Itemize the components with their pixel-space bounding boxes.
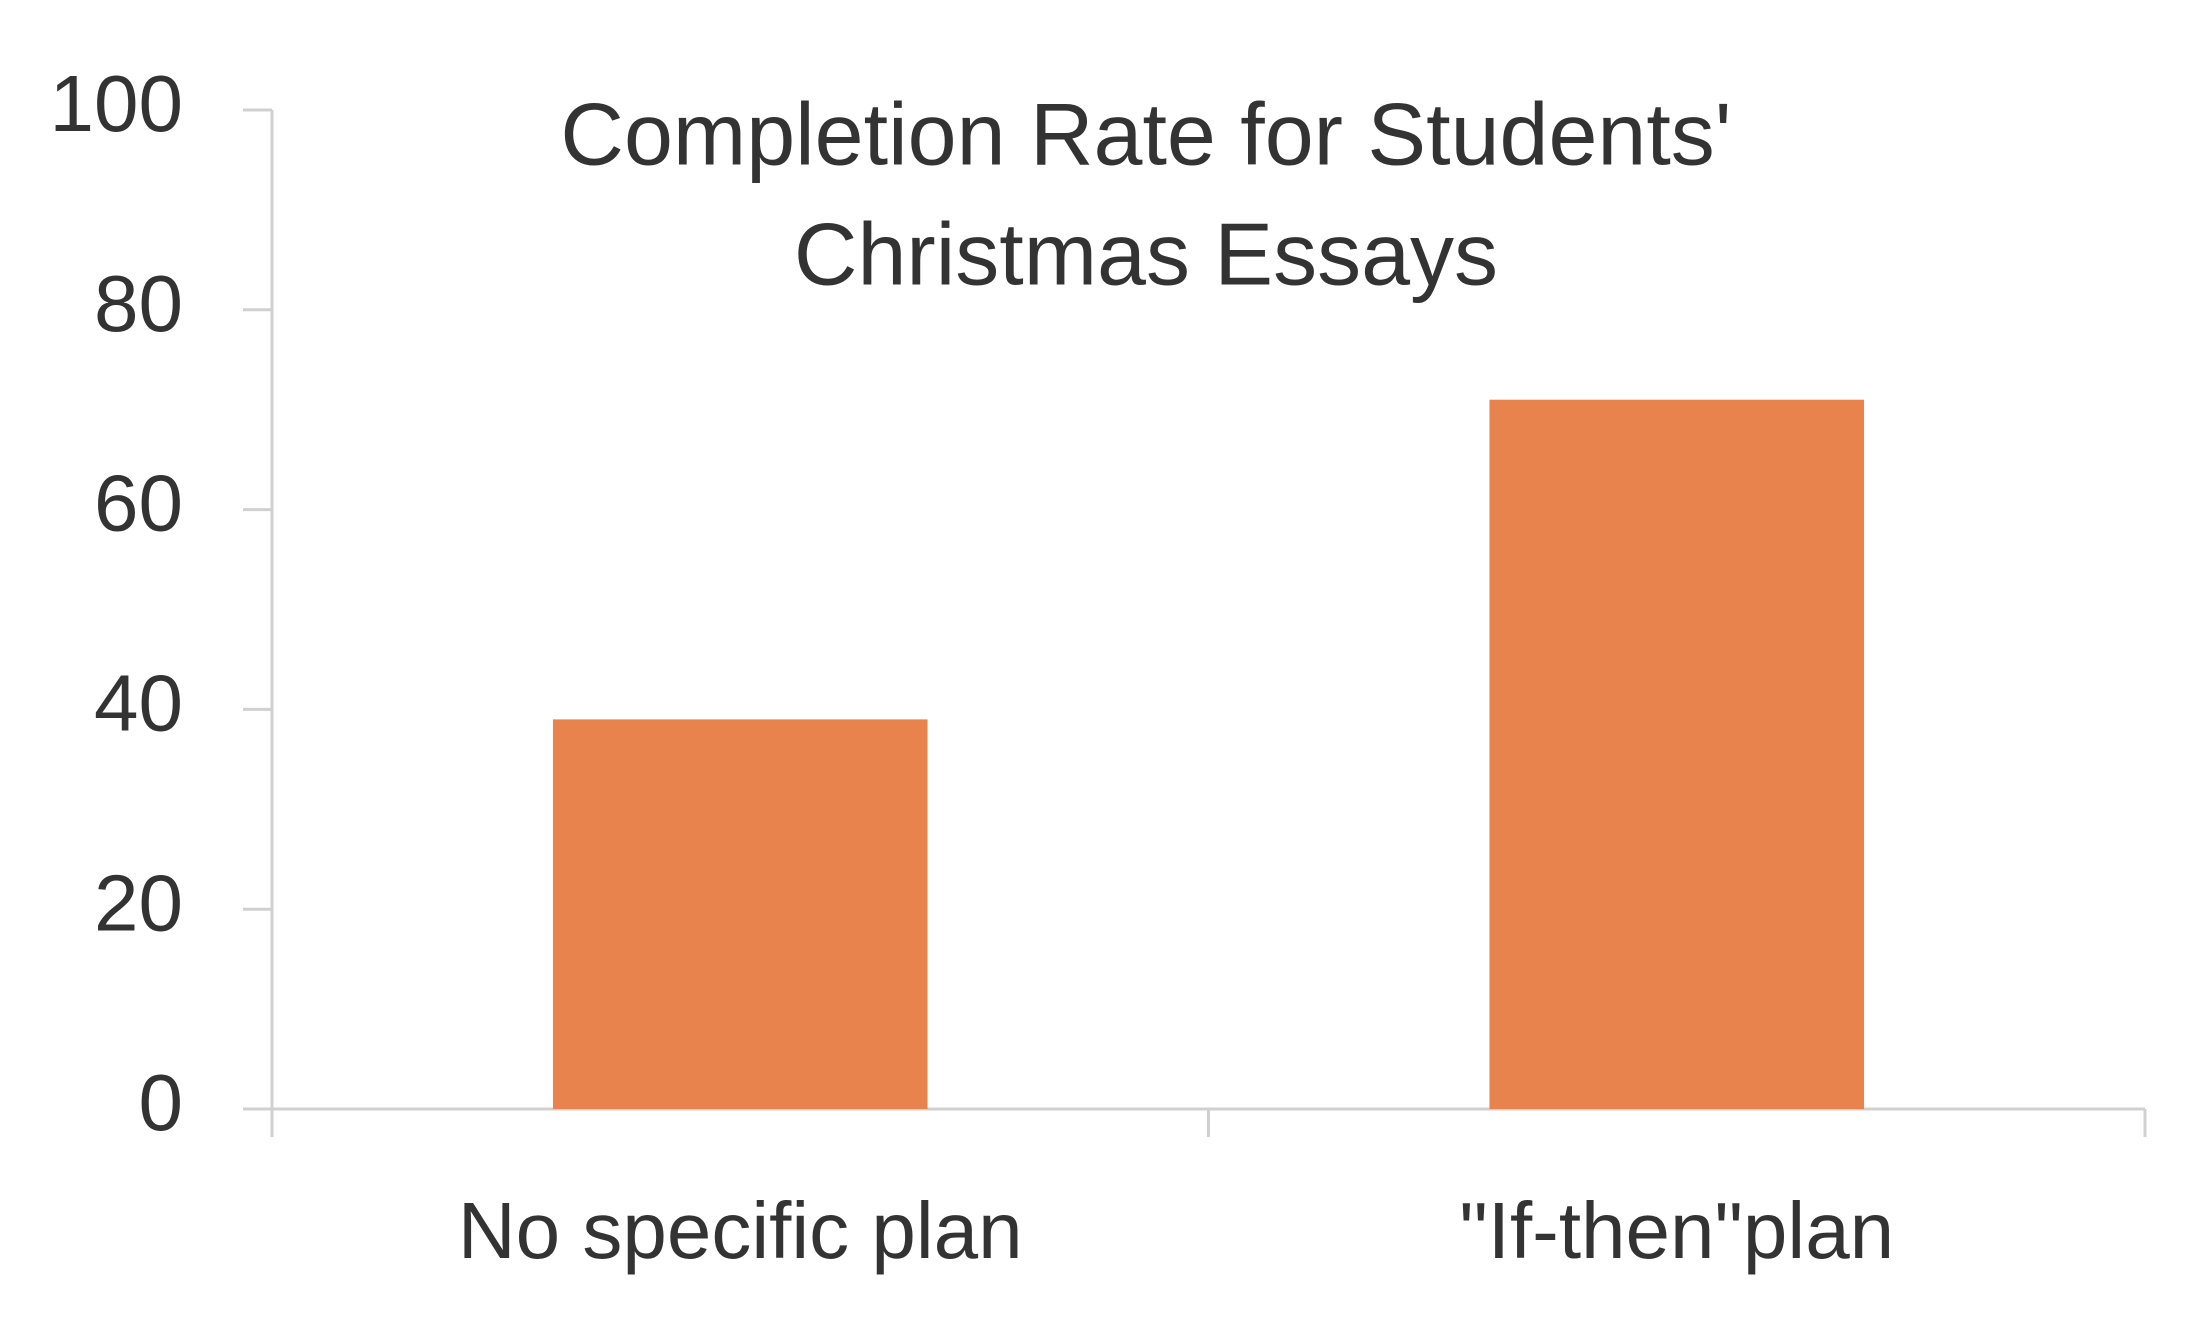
y-tick-label: 60	[94, 459, 183, 548]
chart-title: Completion Rate for Students'	[560, 84, 1731, 183]
bar	[552, 719, 928, 1109]
x-tick-label: "If-then"plan	[1459, 1186, 1894, 1275]
y-tick-label: 20	[94, 858, 183, 947]
chart-title: Christmas Essays	[794, 204, 1498, 303]
bar	[1489, 399, 1865, 1110]
y-tick-label: 100	[50, 59, 183, 148]
y-tick-label: 0	[139, 1058, 184, 1147]
x-tick-label: No specific plan	[458, 1186, 1023, 1275]
y-tick-label: 80	[94, 259, 183, 348]
y-tick-label: 40	[94, 659, 183, 748]
